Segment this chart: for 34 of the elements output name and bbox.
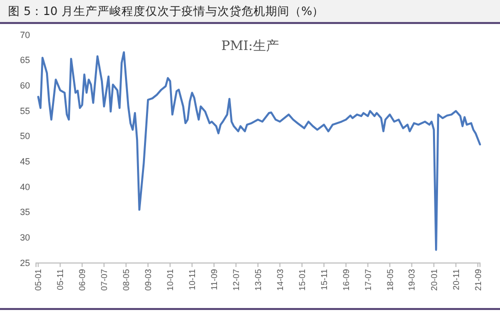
x-tick-label: 05-01 [33,268,44,291]
x-tick-label: 09-03 [142,268,153,291]
x-tick-label: 21-09 [472,268,483,291]
x-tick-label: 13-05 [252,268,263,291]
x-tick-label: 17-07 [362,268,373,291]
chart-subtitle: PMI:生产 [221,39,279,54]
x-tick-label: 08-05 [121,268,132,291]
x-tick-label: 18-05 [384,268,395,291]
x-tick-label: 10-01 [165,268,176,291]
x-tick-label: 20-11 [450,268,461,290]
x-tick-label: 06-09 [77,268,88,291]
x-tick-label: 11-09 [208,268,219,290]
x-tick-label: 07-07 [99,268,110,291]
y-tick-label: 65 [20,55,30,66]
x-tick-label: 15-01 [296,268,307,291]
y-tick-label: 70 [20,30,30,40]
x-tick-label: 19-03 [406,268,417,291]
y-tick-label: 50 [20,131,30,142]
y-tick-label: 40 [20,182,30,192]
x-tick-label: 15-11 [318,268,329,290]
y-tick-label: 45 [20,156,30,167]
y-tick-label: 60 [20,80,30,91]
x-tick-label: 16-09 [340,268,351,291]
y-tick-label: 35 [20,207,30,218]
x-tick-label: 14-03 [274,268,285,291]
y-tick-label: 55 [20,106,30,116]
x-tick-label: 10-11 [187,268,198,290]
line-series [37,51,481,251]
y-tick-label: 25 [20,258,30,268]
chart-title: 图 5：10 月生产严峻程度仅次于疫情与次贷危机期间（%） [8,4,324,18]
x-tick-label: 05-11 [55,268,66,290]
x-tick-label: 20-01 [428,268,439,291]
x-tick-label: 12-07 [230,268,241,291]
y-tick-label: 30 [20,232,30,243]
